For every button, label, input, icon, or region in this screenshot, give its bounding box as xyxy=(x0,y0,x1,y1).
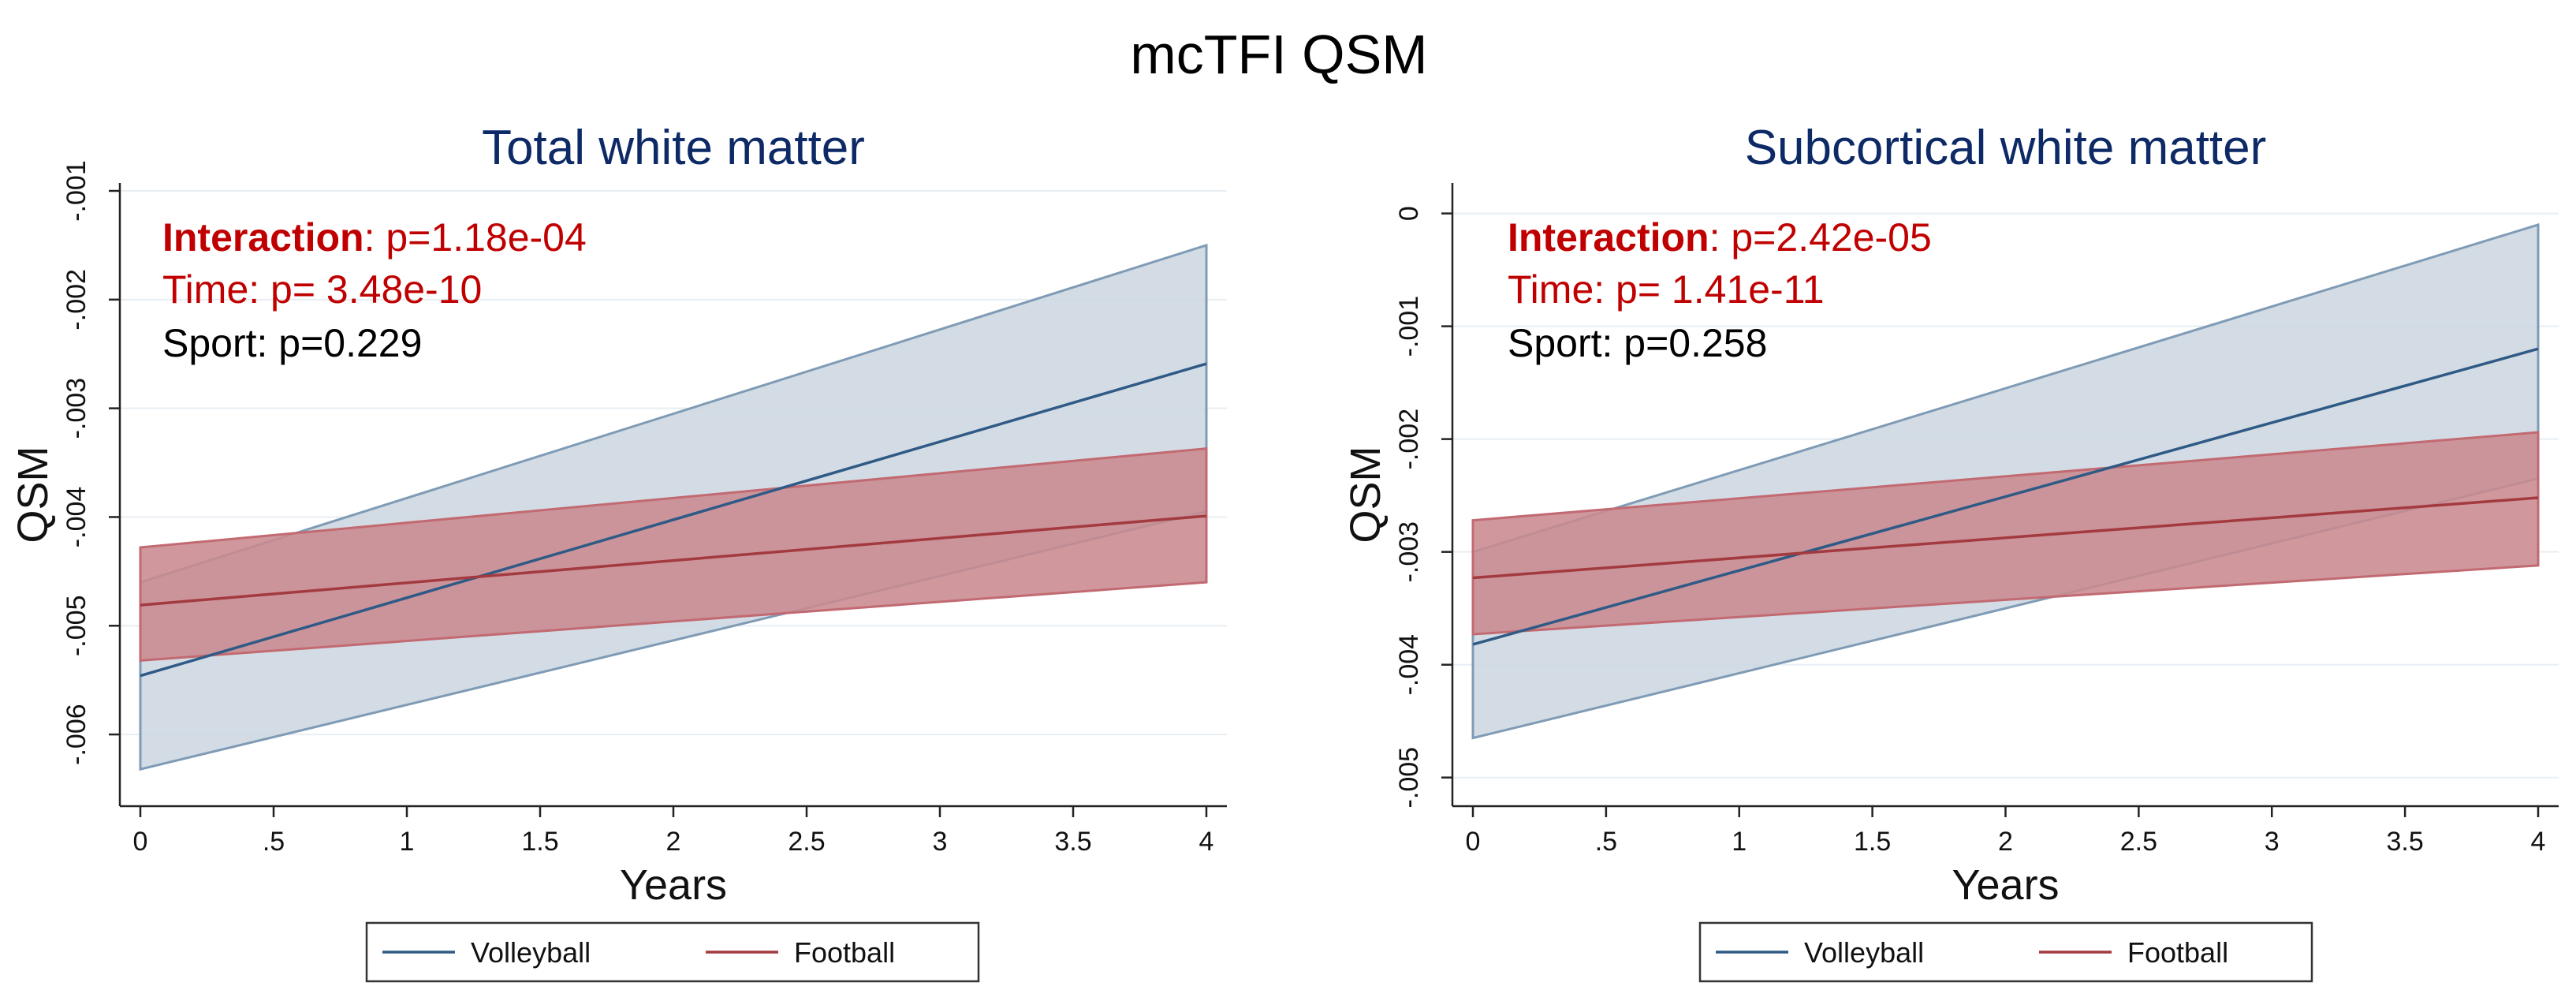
chart-panel-2: Subcortical white matter -.005 -.004 -.003 -… xyxy=(1342,121,2559,983)
x-axis-label: Years xyxy=(1952,861,2059,909)
x-tick-label: 2 xyxy=(666,827,681,857)
x-tick-label: 2.5 xyxy=(2120,827,2157,857)
x-tick-label: 4 xyxy=(1199,827,1214,857)
y-tick-label: -.005 xyxy=(62,596,91,657)
stat-annotation: Sport: p=0.229 xyxy=(162,321,422,365)
stat-annotation: Interaction: p=2.42e-05 xyxy=(1508,215,1932,260)
x-tick-label: 0 xyxy=(133,827,148,857)
x-tick-label: 4 xyxy=(2531,827,2546,857)
x-tick-label: 3 xyxy=(2265,827,2280,857)
football-line xyxy=(1472,496,2539,580)
y-tick-label: -.004 xyxy=(62,487,91,548)
stat-annotation-value: : p=2.42e-05 xyxy=(1709,215,1932,260)
x-tick-label: 1.5 xyxy=(521,827,558,857)
x-tick-label: 1.5 xyxy=(1854,827,1891,857)
legend-label-volleyball: Volleyball xyxy=(1804,936,1924,969)
y-tick-label: -.004 xyxy=(1394,634,1424,696)
x-tick-label: 0 xyxy=(1466,827,1481,857)
panel-title: Subcortical white matter xyxy=(1745,121,2267,175)
stat-annotation: Time: p= 3.48e-10 xyxy=(162,267,482,312)
football-ci-band xyxy=(1471,431,2540,636)
y-tick-label: -.002 xyxy=(62,269,91,331)
legend-label-football: Football xyxy=(794,936,895,969)
y-tick-label: -.001 xyxy=(62,160,91,222)
y-tick-label: -.005 xyxy=(1394,747,1424,809)
panel-title: Total white matter xyxy=(482,121,865,175)
x-tick-label: 3.5 xyxy=(1054,827,1091,857)
volleyball-line xyxy=(140,362,1207,678)
x-tick-label: 3 xyxy=(933,827,948,857)
x-tick-label: .5 xyxy=(263,827,285,857)
legend-box xyxy=(365,921,980,983)
stat-annotation-value: Time: p= 1.41e-11 xyxy=(1508,267,1825,312)
stat-annotation-value: Sport: p=0.258 xyxy=(1508,321,1767,365)
x-tick-label: 3.5 xyxy=(2386,827,2423,857)
y-tick-label: -.002 xyxy=(1394,409,1424,470)
legend-box xyxy=(1698,921,2313,983)
y-tick-label: 0 xyxy=(1394,206,1424,221)
figure-title: mcTFI QSM xyxy=(1130,24,1427,85)
football-line xyxy=(140,514,1207,607)
y-tick-label: -.006 xyxy=(62,704,91,765)
x-tick-label: 2 xyxy=(1998,827,2013,857)
stat-annotation-label: Interaction xyxy=(162,215,364,260)
y-tick-label: -.003 xyxy=(1394,521,1424,583)
x-tick-label: 1 xyxy=(400,827,415,857)
x-tick-label: .5 xyxy=(1595,827,1617,857)
legend-label-volleyball: Volleyball xyxy=(471,936,591,969)
football-ci-band xyxy=(139,446,1208,662)
stat-annotation-label: Interaction xyxy=(1508,215,1709,260)
legend-label-football: Football xyxy=(2127,936,2228,969)
stat-annotation-value: Time: p= 3.48e-10 xyxy=(162,267,482,312)
y-tick-label: -.001 xyxy=(1394,296,1424,357)
stat-annotation-value: Sport: p=0.229 xyxy=(162,321,422,365)
stat-annotation: Sport: p=0.258 xyxy=(1508,321,1767,365)
x-axis-label: Years xyxy=(620,861,727,909)
y-axis-label: QSM xyxy=(9,446,57,543)
x-tick-label: 2.5 xyxy=(788,827,825,857)
x-tick-label: 1 xyxy=(1732,827,1747,857)
volleyball-line xyxy=(1472,347,2539,646)
chart-panel-1: Total white matter -.006 -.005 -.004 -.003 -.… xyxy=(9,121,1227,983)
stat-annotation: Interaction: p=1.18e-04 xyxy=(162,215,587,260)
stat-annotation: Time: p= 1.41e-11 xyxy=(1508,267,1825,312)
y-axis-label: QSM xyxy=(1342,446,1389,543)
y-tick-label: -.003 xyxy=(62,378,91,439)
stat-annotation-value: : p=1.18e-04 xyxy=(364,215,587,260)
